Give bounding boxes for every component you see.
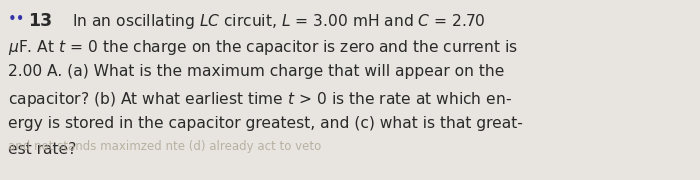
Text: est rate?: est rate? bbox=[8, 142, 76, 157]
Text: 13: 13 bbox=[28, 12, 52, 30]
Text: 2.00 A. (a) What is the maximum charge that will appear on the: 2.00 A. (a) What is the maximum charge t… bbox=[8, 64, 505, 79]
Text: ergy is stored in the capacitor greatest, and (c) what is that great-: ergy is stored in the capacitor greatest… bbox=[8, 116, 523, 131]
Text: and not stands maximzed nte (d) already act to veto: and not stands maximzed nte (d) already … bbox=[8, 140, 321, 153]
Text: $\mu$F. At $t$ = 0 the charge on the capacitor is zero and the current is: $\mu$F. At $t$ = 0 the charge on the cap… bbox=[8, 38, 518, 57]
Text: In an oscillating $LC$ circuit, $L$ = 3.00 mH and $C$ = 2.70: In an oscillating $LC$ circuit, $L$ = 3.… bbox=[72, 12, 486, 31]
Text: capacitor? (b) At what earliest time $t$ > 0 is the rate at which en-: capacitor? (b) At what earliest time $t$… bbox=[8, 90, 512, 109]
Text: ••: •• bbox=[8, 12, 25, 27]
